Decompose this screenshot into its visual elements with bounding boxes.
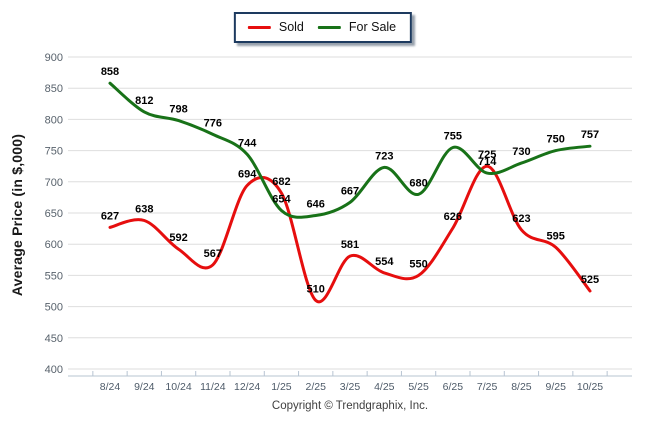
svg-text:694: 694 <box>238 169 257 181</box>
svg-text:776: 776 <box>204 117 222 129</box>
svg-text:812: 812 <box>135 95 153 107</box>
gridlines <box>68 56 632 370</box>
svg-text:10/25: 10/25 <box>577 381 603 393</box>
svg-text:744: 744 <box>238 137 257 149</box>
svg-text:800: 800 <box>45 114 63 126</box>
svg-text:550: 550 <box>45 270 63 282</box>
svg-text:7/25: 7/25 <box>477 381 498 393</box>
svg-text:680: 680 <box>409 177 427 189</box>
svg-text:858: 858 <box>101 66 119 78</box>
svg-text:11/24: 11/24 <box>200 381 226 393</box>
x-axis <box>68 371 632 377</box>
svg-text:8/25: 8/25 <box>511 381 532 393</box>
svg-text:525: 525 <box>581 274 599 286</box>
svg-text:646: 646 <box>307 198 325 210</box>
svg-text:510: 510 <box>307 283 325 295</box>
svg-text:550: 550 <box>409 258 427 270</box>
svg-text:650: 650 <box>45 208 63 220</box>
sold-line-swatch-icon <box>247 25 271 29</box>
copyright-text: Copyright © Trendgraphix, Inc. <box>271 400 429 412</box>
svg-text:627: 627 <box>101 210 119 222</box>
svg-text:9/24: 9/24 <box>134 381 155 393</box>
legend-item-sold[interactable]: Sold <box>247 20 304 34</box>
svg-text:400: 400 <box>45 364 63 376</box>
y-axis-tick-labels: 400 450 500 550 600 650 700 750 800 850 900 <box>45 52 63 376</box>
svg-text:623: 623 <box>512 213 530 225</box>
svg-text:10/24: 10/24 <box>165 381 191 393</box>
svg-text:626: 626 <box>444 211 462 223</box>
chart-legend: Sold For Sale <box>233 12 413 43</box>
svg-text:850: 850 <box>45 83 63 95</box>
legend-label-sold: Sold <box>278 20 304 34</box>
svg-text:5/25: 5/25 <box>408 381 429 393</box>
legend-item-for-sale[interactable]: For Sale <box>317 20 397 34</box>
svg-text:654: 654 <box>272 194 291 206</box>
svg-text:4/25: 4/25 <box>374 381 395 393</box>
svg-text:592: 592 <box>169 232 187 244</box>
x-axis-tick-labels: 8/24 9/24 10/24 11/24 12/24 1/25 2/25 3/25 4/25 5… <box>100 381 604 393</box>
svg-text:723: 723 <box>375 150 393 162</box>
legend-label-for-sale: For Sale <box>348 20 397 34</box>
svg-text:714: 714 <box>478 156 497 168</box>
svg-text:595: 595 <box>547 230 565 242</box>
svg-text:638: 638 <box>135 203 153 215</box>
svg-text:798: 798 <box>169 104 187 116</box>
svg-text:700: 700 <box>45 177 63 189</box>
for-sale-line-swatch-icon <box>317 25 341 29</box>
svg-text:755: 755 <box>444 130 462 142</box>
svg-text:667: 667 <box>341 185 359 197</box>
svg-text:900: 900 <box>45 52 63 64</box>
svg-text:682: 682 <box>272 176 290 188</box>
svg-text:730: 730 <box>512 146 530 158</box>
svg-text:750: 750 <box>547 134 565 146</box>
sold-series-line <box>108 164 592 304</box>
svg-text:581: 581 <box>341 239 359 251</box>
svg-text:600: 600 <box>45 239 63 251</box>
svg-text:554: 554 <box>375 256 394 268</box>
svg-text:9/25: 9/25 <box>545 381 566 393</box>
for-sale-series-line <box>108 81 592 219</box>
svg-text:2/25: 2/25 <box>305 381 326 393</box>
svg-text:1/25: 1/25 <box>271 381 292 393</box>
svg-text:725: 725 <box>478 149 496 161</box>
svg-text:6/25: 6/25 <box>443 381 464 393</box>
sold-data-labels: 627 638 592 567 694 682 510 581 554 550 626 725 623 5… <box>101 149 599 295</box>
svg-text:757: 757 <box>581 129 599 141</box>
svg-text:3/25: 3/25 <box>340 381 361 393</box>
for-sale-data-labels: 858 812 798 776 744 654 646 667 723 680 755 714 730 7… <box>101 66 599 210</box>
svg-text:450: 450 <box>45 333 63 345</box>
svg-text:567: 567 <box>204 248 222 260</box>
svg-text:12/24: 12/24 <box>234 381 260 393</box>
svg-text:750: 750 <box>45 146 63 158</box>
svg-text:8/24: 8/24 <box>100 381 121 393</box>
svg-text:500: 500 <box>45 302 63 314</box>
